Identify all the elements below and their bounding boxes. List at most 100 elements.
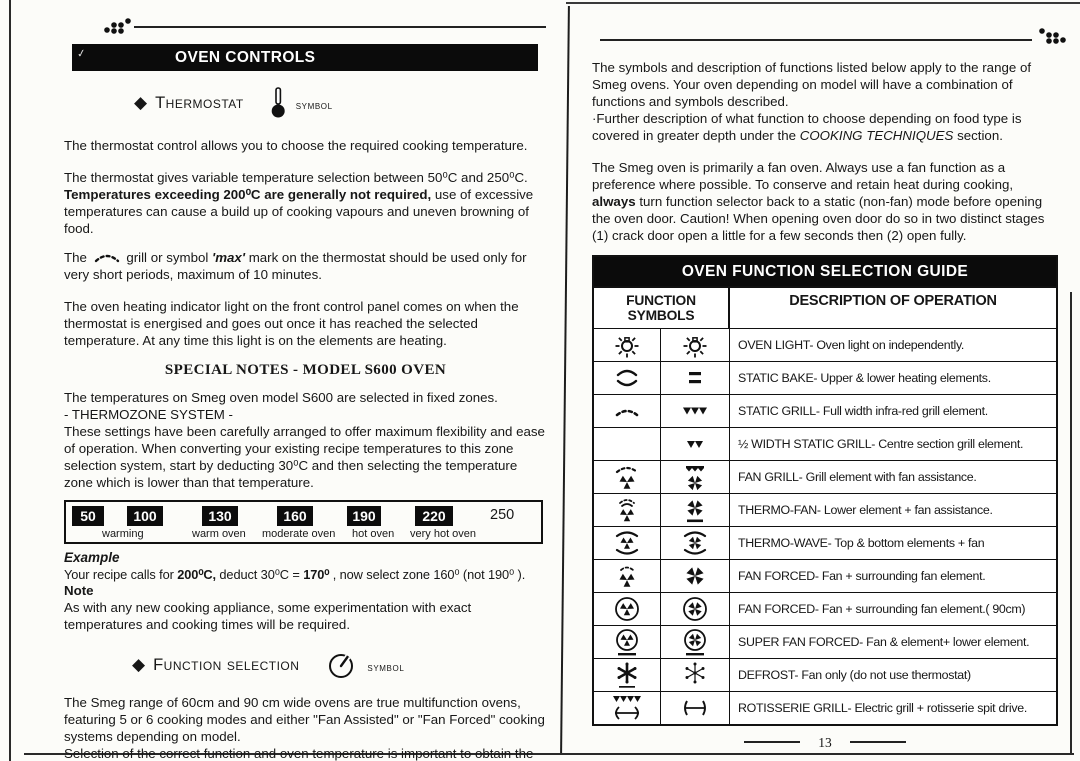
- thermostat-range-paragraph: The thermostat gives variable temperatur…: [64, 170, 534, 236]
- checkmark-icon: ✓: [75, 47, 88, 61]
- function-table-row: SUPER FAN FORCED- Fan & element+ lower e…: [594, 625, 1056, 658]
- function-description: FAN FORCED- Fan + surrounding fan elemen…: [738, 569, 986, 583]
- note-heading: Note: [64, 583, 94, 598]
- scan-frame-line: [24, 753, 1074, 755]
- function-description: FAN FORCED- Fan + surrounding fan elemen…: [738, 602, 1026, 616]
- function-description: SUPER FAN FORCED- Fan & element+ lower e…: [738, 635, 1030, 649]
- function-table-row: THERMO-WAVE- Top & bottom elements + fan: [594, 526, 1056, 559]
- thermostat-label: Thermostat: [155, 93, 244, 112]
- function-table-row: FAN GRILL- Grill element with fan assist…: [594, 460, 1056, 493]
- scan-frame-line: [9, 0, 11, 761]
- function-table-row: FAN FORCED- Fan + surrounding fan elemen…: [594, 592, 1056, 625]
- function-description: STATIC BAKE- Upper & lower heating eleme…: [738, 371, 991, 385]
- table-header-row: FUNCTION SYMBOLS DESCRIPTION OF OPERATIO…: [594, 286, 1056, 328]
- function-description: DEFROST- Fan only (do not use thermostat…: [738, 668, 971, 682]
- zone-label: very hot oven: [410, 528, 477, 540]
- fan4-icon: [661, 560, 730, 592]
- fan-dotted-arc-icon: [594, 461, 661, 493]
- function-description: THERMO-FAN- Lower element + fan assistan…: [738, 503, 993, 517]
- oven-controls-title: OVEN CONTROLS: [175, 49, 316, 66]
- zone-label: moderate oven: [262, 528, 336, 540]
- description-header: DESCRIPTION OF OPERATION: [789, 293, 997, 309]
- oven-light-icon: [594, 329, 661, 361]
- double-triangles-icon: [661, 428, 730, 460]
- static-bake-arcs-icon: [594, 362, 661, 394]
- temp-zone-chip: 50: [72, 506, 104, 526]
- special-notes-heading: SPECIAL NOTES - MODEL S600 OVEN: [164, 362, 447, 378]
- note-paragraph: As with any new cooking appliance, some …: [64, 600, 472, 632]
- fixed-zones-paragraph: The temperatures on Smeg oven model S600…: [64, 390, 545, 490]
- diamond-icon: ◆: [132, 655, 146, 674]
- temp-zone-chip: 100: [127, 506, 163, 526]
- function-table-row: STATIC GRILL- Full width infra-red grill…: [594, 394, 1056, 427]
- zone-label: hot oven: [352, 528, 395, 540]
- fan4-circle-icon: [661, 593, 730, 625]
- page-number-rule: [744, 741, 801, 743]
- grill-bar-fan-icon: [661, 461, 730, 493]
- double-bars-icon: [661, 362, 730, 394]
- function-table-row: OVEN LIGHT- Oven light on independently.: [594, 328, 1056, 361]
- temp-zone-max: 250: [490, 507, 515, 523]
- fan-arcs-icon: [594, 527, 661, 559]
- page-number-rule: [849, 741, 906, 743]
- left-page: ✓ OVEN CONTROLS ◆ Thermostat symbol The …: [64, 14, 547, 761]
- temperature-zone-strip: 50 100 130 160 190 220 250 warming warm …: [64, 500, 543, 544]
- function-table-row: STATIC BAKE- Upper & lower heating eleme…: [594, 361, 1056, 394]
- thermometer-icon: [270, 86, 286, 120]
- fan-oven-paragraph: The Smeg oven is primarily a fan oven. A…: [592, 160, 1045, 243]
- symbol-label: symbol: [367, 662, 405, 674]
- thermostat-intro-paragraph: The thermostat control allows you to cho…: [64, 138, 528, 153]
- fan-waves-icon: [594, 494, 661, 526]
- dotted-arc-icon: [594, 395, 661, 427]
- oven-function-selection-table: OVEN FUNCTION SELECTION GUIDE FUNCTION S…: [592, 255, 1058, 726]
- function-description: FAN GRILL- Grill element with fan assist…: [738, 470, 977, 484]
- triple-triangles-icon: [661, 395, 730, 427]
- fan-circle-icon: [594, 593, 661, 625]
- selection-paragraph: Selection of the correct function and ov…: [64, 746, 534, 761]
- scan-frame-line: [1070, 292, 1072, 754]
- function-selection-label: Function selection: [153, 655, 300, 674]
- zone-label: warming: [102, 528, 144, 540]
- example-heading: Example: [64, 550, 120, 565]
- page-number-right: 13: [592, 735, 1058, 751]
- function-selection-heading: ◆ Function selection symbol: [64, 646, 547, 684]
- fan-wavy-icon: [594, 560, 661, 592]
- grill-symbol-icon: [94, 250, 120, 263]
- rotisserie-grill-icon: [594, 692, 661, 724]
- fan-circle-underline-icon: [594, 626, 661, 658]
- indicator-light-paragraph: The oven heating indicator light on the …: [64, 299, 519, 348]
- oven-light-icon: [661, 329, 730, 361]
- temp-zone-chip: 130: [202, 506, 238, 526]
- function-symbols-header: FUNCTION SYMBOLS: [594, 288, 730, 328]
- multifunction-paragraph: The Smeg range of 60cm and 90 cm wide ov…: [64, 695, 545, 744]
- rotisserie-bar-icon: [661, 692, 730, 724]
- corner-dots-icon: [1032, 26, 1068, 46]
- fan4-arcs-icon: [661, 527, 730, 559]
- page-fold-line: [560, 6, 570, 753]
- grill-max-paragraph: The grill or symbol 'max' mark on the th…: [64, 250, 527, 282]
- temp-zone-chip: 220: [415, 506, 453, 526]
- page-top-decoration: [592, 26, 1066, 44]
- page-top-decoration: [64, 14, 547, 34]
- page-top-rule: [600, 39, 1032, 41]
- function-table-row: ½ WIDTH STATIC GRILL- Centre section gri…: [594, 427, 1056, 460]
- symbols-intro-paragraph: The symbols and description of functions…: [592, 60, 1032, 143]
- fan4-circle-underline-icon: [661, 626, 730, 658]
- scan-frame-line: [566, 2, 1080, 4]
- temp-zone-chip: 190: [347, 506, 381, 526]
- function-table-row: THERMO-FAN- Lower element + fan assistan…: [594, 493, 1056, 526]
- thermostat-heading: ◆ Thermostat symbol: [64, 84, 547, 122]
- diamond-icon: ◆: [134, 93, 148, 112]
- table-title: OVEN FUNCTION SELECTION GUIDE: [594, 257, 1056, 286]
- snowflake-bold-icon: [594, 659, 661, 691]
- function-description: ROTISSERIE GRILL- Electric grill + rotis…: [738, 701, 1027, 715]
- symbol-label: symbol: [295, 100, 333, 112]
- right-page: The symbols and description of functions…: [592, 26, 1066, 751]
- function-table-row: DEFROST- Fan only (do not use thermostat…: [594, 658, 1056, 691]
- function-description: OVEN LIGHT- Oven light on independently.: [738, 338, 965, 352]
- table-body: OVEN LIGHT- Oven light on independently.…: [594, 328, 1056, 724]
- function-dial-icon: [325, 649, 357, 681]
- function-table-row: FAN FORCED- Fan + surrounding fan elemen…: [594, 559, 1056, 592]
- function-table-row: ROTISSERIE GRILL- Electric grill + rotis…: [594, 691, 1056, 724]
